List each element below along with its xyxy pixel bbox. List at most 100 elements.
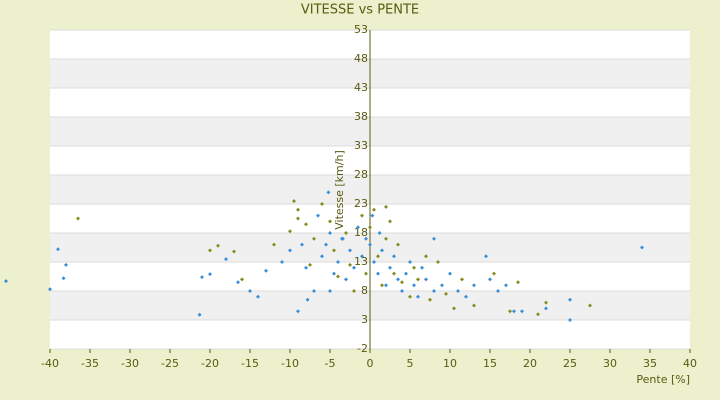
data-point — [280, 260, 284, 264]
data-point — [380, 248, 384, 253]
data-point — [352, 265, 356, 270]
data-point — [460, 277, 464, 282]
data-point — [328, 289, 332, 293]
data-point — [340, 236, 345, 241]
data-point — [216, 243, 220, 248]
data-point — [488, 277, 492, 282]
data-point — [296, 216, 300, 221]
data-point — [305, 297, 310, 302]
data-point — [568, 318, 572, 322]
y-tick-label: 28 — [354, 168, 368, 181]
data-point — [568, 297, 572, 302]
data-point — [384, 236, 388, 241]
x-tick-label: -30 — [121, 357, 139, 370]
data-point — [472, 283, 476, 288]
x-tick-label: -35 — [81, 357, 99, 370]
data-point — [288, 248, 292, 253]
data-point — [344, 231, 348, 235]
data-point — [308, 262, 312, 267]
data-point — [432, 236, 436, 241]
data-point — [377, 231, 382, 235]
x-tick-label: -5 — [325, 357, 336, 370]
data-point — [484, 254, 488, 259]
data-point — [388, 265, 392, 270]
data-point — [376, 254, 380, 259]
data-point — [412, 265, 416, 270]
data-point — [424, 254, 428, 259]
data-point — [472, 303, 476, 308]
data-point — [436, 260, 440, 264]
data-point — [360, 213, 364, 218]
data-point — [348, 248, 352, 253]
x-tick-label: 20 — [523, 357, 537, 370]
data-point — [508, 309, 512, 314]
x-axis-title: Pente [%] — [636, 373, 690, 386]
data-point — [416, 277, 420, 282]
data-point — [444, 291, 448, 296]
data-point — [320, 254, 324, 259]
data-point — [4, 279, 8, 284]
data-point — [304, 265, 308, 270]
data-point — [360, 254, 364, 259]
data-point — [372, 260, 376, 264]
chart-title: VITESSE vs PENTE — [301, 3, 419, 18]
data-point — [300, 242, 304, 247]
data-point — [368, 225, 372, 230]
data-point — [352, 289, 356, 293]
x-tick-label: 15 — [483, 357, 497, 370]
y-tick-label: 3 — [361, 313, 368, 326]
y-tick-label: 8 — [361, 284, 368, 297]
data-point — [232, 249, 236, 254]
data-point — [432, 289, 436, 293]
data-point — [412, 283, 416, 288]
data-point — [400, 289, 404, 293]
data-point — [492, 271, 496, 276]
data-point — [428, 297, 432, 302]
x-tick-label: 40 — [683, 357, 697, 370]
data-point — [264, 268, 268, 273]
data-point — [292, 199, 296, 204]
data-point — [208, 248, 212, 253]
data-point — [208, 272, 212, 277]
data-point — [344, 277, 348, 282]
data-point — [536, 312, 540, 317]
data-point — [224, 257, 228, 262]
x-tick-label: 5 — [407, 357, 414, 370]
data-point — [326, 190, 331, 195]
y-tick-label: 18 — [354, 226, 368, 239]
data-point — [256, 294, 260, 299]
data-point — [464, 294, 468, 299]
data-point — [61, 276, 66, 281]
data-point — [380, 283, 384, 288]
data-point — [320, 202, 324, 206]
data-point — [456, 289, 460, 293]
data-point — [640, 245, 644, 250]
data-point — [48, 287, 52, 292]
data-point — [364, 271, 368, 276]
data-point — [368, 242, 372, 247]
data-point — [420, 265, 424, 270]
data-point — [396, 277, 400, 282]
plot-area — [49, 29, 691, 353]
data-point — [448, 271, 452, 276]
x-tick-label: 35 — [643, 357, 657, 370]
data-point — [424, 277, 428, 282]
data-point — [496, 289, 500, 293]
data-point — [336, 274, 340, 279]
y-tick-label: 48 — [354, 52, 368, 65]
x-tick-label: 10 — [443, 357, 457, 370]
data-point — [324, 242, 328, 247]
data-point — [312, 289, 316, 293]
data-point — [396, 242, 400, 247]
x-tick-label: -20 — [201, 357, 219, 370]
y-tick-label: -2 — [357, 342, 368, 355]
data-point — [512, 309, 516, 314]
data-point — [296, 309, 300, 314]
data-point — [440, 283, 444, 288]
y-tick-label: 23 — [354, 197, 368, 210]
data-point — [76, 216, 80, 221]
data-point — [376, 271, 380, 276]
data-point — [197, 312, 202, 317]
data-point — [348, 262, 352, 267]
data-point — [364, 236, 368, 241]
